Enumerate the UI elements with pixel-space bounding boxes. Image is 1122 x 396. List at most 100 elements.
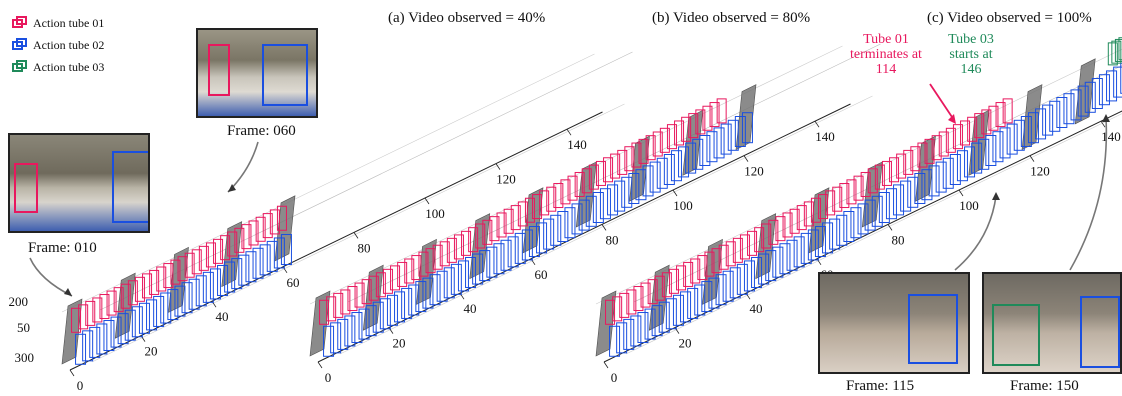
tube02-box [89, 326, 101, 358]
tube01-box [354, 282, 365, 308]
tube02-box [372, 301, 384, 333]
tube02-box [1077, 85, 1089, 117]
tube01-box [113, 287, 124, 313]
tube01-box [546, 186, 557, 212]
frame-axis [317, 103, 851, 363]
frame-tick-label: 120 [744, 164, 764, 179]
tube01-box [910, 146, 921, 172]
tube02-box [124, 309, 136, 341]
tube01-box [938, 131, 949, 157]
tube01-box [995, 102, 1006, 128]
tube01-box [666, 124, 677, 150]
tube01-box [227, 231, 238, 257]
tube01-box [860, 171, 871, 197]
tube02-box [75, 333, 87, 365]
tube02-box [1006, 123, 1018, 155]
tube01-box [988, 105, 999, 131]
tube01-box [690, 258, 701, 284]
y-tick-label: 300 [15, 350, 35, 365]
frame-tick-label: 0 [77, 378, 84, 393]
tube01-box [241, 224, 252, 250]
tube01-box [974, 113, 985, 139]
thumbnail-frame-150 [982, 272, 1122, 374]
tube01-box [326, 296, 337, 322]
annotation-tube03-starts: Tube 03 starts at 146 [948, 32, 994, 77]
frame-tick-label: 20 [145, 344, 158, 359]
tube01-box [539, 190, 550, 216]
annotation-pointer-head [948, 114, 956, 124]
tube01-box [496, 212, 507, 238]
tube01-box [517, 201, 528, 227]
tube02-box [708, 277, 720, 309]
tube01-box [177, 256, 188, 282]
tube02-box [1042, 104, 1054, 136]
caption-frame-010: Frame: 010 [28, 240, 97, 256]
tube01-box [668, 268, 679, 294]
tube02-box [1063, 93, 1075, 125]
tube02-box [935, 161, 947, 193]
tube01-box [404, 258, 415, 284]
tube02-box [436, 270, 448, 302]
tube02-box [479, 250, 491, 282]
tube01-box [818, 194, 829, 220]
tube02-box [188, 278, 200, 310]
tube01-box [718, 244, 729, 270]
tube01-box [446, 237, 457, 263]
frame-tick-label: 100 [959, 198, 979, 213]
video-frame-slab [1021, 84, 1043, 151]
tube01-box [853, 175, 864, 201]
tube01-box [645, 135, 656, 161]
tube01-box [347, 286, 358, 312]
panels-layer: 0204060801001201402005030002040608010012… [9, 37, 1122, 393]
tube02-box [330, 322, 342, 354]
tube01-box [709, 102, 720, 128]
frame-tick [566, 128, 572, 136]
tube02-box [964, 146, 976, 178]
tube02-box [117, 313, 129, 345]
tube01-box [524, 197, 535, 223]
tube02-box [379, 298, 391, 330]
tube01-box [439, 241, 450, 267]
tube01-box [382, 268, 393, 294]
tube01-box [411, 255, 422, 281]
tube02-box [670, 150, 682, 182]
tube02-box [1027, 112, 1039, 144]
frame-tick [424, 197, 430, 205]
grid-rail [625, 113, 1122, 355]
frame-tick-label: 40 [216, 309, 229, 324]
tube02-box [609, 325, 621, 357]
tube02-box [971, 142, 983, 174]
tube01-box [361, 279, 372, 305]
tube01-box [732, 237, 743, 263]
frame-tick-label: 40 [464, 301, 477, 316]
tube02-box [893, 184, 905, 216]
tube01-box [425, 248, 436, 274]
frame-tick [317, 361, 323, 369]
frame-tick [814, 120, 820, 128]
tube01-box [881, 160, 892, 186]
tube02-box [857, 203, 869, 235]
tube02-box [202, 271, 214, 303]
tube01-box [803, 201, 814, 227]
tube03-box [1107, 42, 1118, 66]
tube02-box [741, 112, 753, 144]
tube02-box [422, 277, 434, 309]
tube01-box [702, 105, 713, 131]
tube01-box [269, 209, 280, 235]
tube02-box [665, 298, 677, 330]
tube02-box [942, 157, 954, 189]
thumbnail-frame-060 [196, 28, 318, 118]
panel-title-a: (a) Video observed = 40% [388, 10, 546, 26]
tube02-box [621, 176, 633, 208]
tube01-box [163, 263, 174, 289]
arrow-frame-115 [954, 195, 997, 271]
bbox-tube02 [1080, 296, 1120, 368]
tube02-box [793, 236, 805, 268]
tube02-box [259, 244, 271, 276]
tube02-box [786, 239, 798, 271]
tube01-box [960, 120, 971, 146]
tube02-box [992, 131, 1004, 163]
tube02-box [443, 267, 455, 299]
tube01-box [262, 213, 273, 239]
frame-tick-label: 80 [606, 232, 619, 247]
